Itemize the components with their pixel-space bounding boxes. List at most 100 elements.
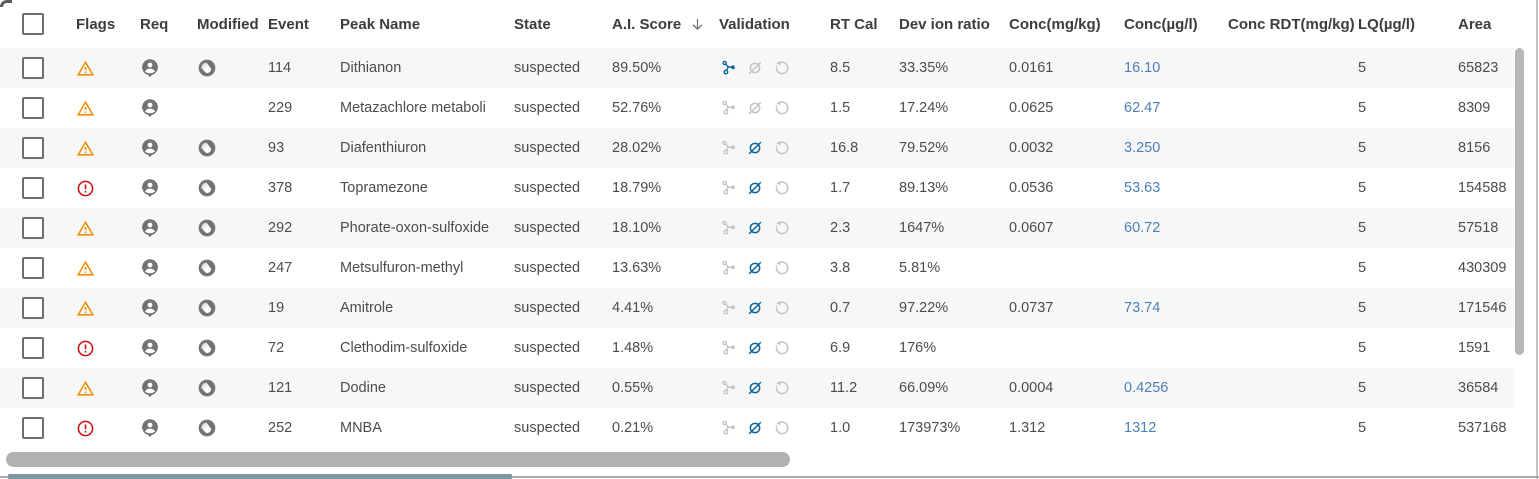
restore-icon[interactable] — [773, 419, 791, 437]
table-row: 247 Metsulfuron-methyl suspected 13.63% 3.8 5… — [0, 248, 1514, 288]
slash-circle-icon[interactable] — [746, 99, 764, 117]
validation-cell — [717, 368, 830, 408]
slash-circle-icon[interactable] — [746, 139, 764, 157]
slash-circle-icon[interactable] — [746, 259, 764, 277]
event-cell: 19 — [268, 288, 340, 328]
row-select-cell — [22, 128, 68, 168]
row-checkbox[interactable] — [22, 257, 44, 279]
conc-ugl-link[interactable]: 60.72 — [1124, 220, 1161, 236]
row-checkbox[interactable] — [22, 137, 44, 159]
restore-icon[interactable] — [773, 179, 791, 197]
restore-icon[interactable] — [773, 59, 791, 77]
row-checkbox[interactable] — [22, 377, 44, 399]
warning-triangle-icon — [76, 259, 95, 278]
restore-icon[interactable] — [773, 339, 791, 357]
row-checkbox[interactable] — [22, 57, 44, 79]
hand-icon — [197, 418, 217, 438]
slash-circle-icon[interactable] — [746, 299, 764, 317]
slash-circle-icon[interactable] — [746, 419, 764, 437]
molecule-icon[interactable] — [719, 59, 737, 77]
molecule-icon[interactable] — [719, 419, 737, 437]
sort-desc-arrow-icon[interactable] — [690, 17, 705, 32]
molecule-icon[interactable] — [719, 139, 737, 157]
horizontal-scrollbar-thumb[interactable] — [6, 452, 790, 467]
conc-ugl-link[interactable]: 1312 — [1124, 420, 1157, 436]
column-header-rt-cal[interactable]: RT Cal — [830, 0, 899, 48]
slash-circle-icon[interactable] — [746, 59, 764, 77]
restore-icon[interactable] — [773, 299, 791, 317]
state-value: suspected — [514, 300, 581, 316]
column-header-conc-rdt-mg-kg[interactable]: Conc RDT(mg/kg) — [1228, 0, 1355, 48]
slash-circle-icon[interactable] — [746, 219, 764, 237]
lq-ug-l-cell: 5 — [1355, 368, 1458, 408]
conc-ugl-link[interactable]: 73.74 — [1124, 300, 1161, 316]
modified-cell — [196, 408, 268, 448]
slash-circle-icon[interactable] — [746, 179, 764, 197]
restore-icon[interactable] — [773, 139, 791, 157]
event-value: 292 — [268, 220, 293, 236]
person-icon — [140, 178, 160, 198]
row-select-cell — [22, 248, 68, 288]
conc-ugl-link[interactable]: 3.250 — [1124, 140, 1161, 156]
event-cell: 292 — [268, 208, 340, 248]
peak-name-value: Metsulfuron-methyl — [340, 260, 464, 276]
state-value: suspected — [514, 140, 581, 156]
restore-icon[interactable] — [773, 259, 791, 277]
event-cell: 229 — [268, 88, 340, 128]
req-cell — [135, 48, 196, 88]
molecule-icon[interactable] — [719, 99, 737, 117]
slash-circle-icon[interactable] — [746, 339, 764, 357]
column-header-peak-name[interactable]: Peak Name — [340, 0, 514, 48]
restore-icon[interactable] — [773, 379, 791, 397]
hand-icon — [197, 298, 217, 318]
molecule-icon[interactable] — [719, 379, 737, 397]
row-checkbox[interactable] — [22, 417, 44, 439]
row-checkbox[interactable] — [22, 217, 44, 239]
column-header-event[interactable]: Event — [268, 0, 340, 48]
conc-ugl-link[interactable]: 0.4256 — [1124, 380, 1169, 396]
molecule-icon[interactable] — [719, 339, 737, 357]
event-cell: 121 — [268, 368, 340, 408]
flags-cell — [68, 168, 135, 208]
state-value: suspected — [514, 220, 581, 236]
column-header-validation[interactable]: Validation — [717, 0, 830, 48]
restore-icon[interactable] — [773, 219, 791, 237]
column-header-ai-score[interactable]: A.I. Score — [612, 0, 717, 48]
molecule-icon[interactable] — [719, 299, 737, 317]
event-value: 229 — [268, 100, 293, 116]
row-checkbox[interactable] — [22, 177, 44, 199]
area-value: 171546 — [1458, 300, 1507, 316]
table-row: 252 MNBA suspected 0.21% 1.0 173973% 1.312 1312… — [0, 408, 1514, 448]
row-checkbox[interactable] — [22, 297, 44, 319]
column-header-lq-ug-l[interactable]: LQ(µg/l) — [1355, 0, 1458, 48]
peak-name-cell: MNBA — [340, 408, 514, 448]
validation-cell — [717, 408, 830, 448]
conc-ugl-link[interactable]: 62.47 — [1124, 100, 1161, 116]
hand-icon — [197, 58, 217, 78]
column-header-conc-ug-l[interactable]: Conc(µg/l) — [1124, 0, 1228, 48]
conc-ugl-link[interactable]: 16.10 — [1124, 60, 1161, 76]
dev-ion-ratio-value: 97.22% — [899, 300, 949, 316]
vertical-scrollbar-thumb[interactable] — [1515, 48, 1524, 355]
restore-icon[interactable] — [773, 99, 791, 117]
slash-circle-icon[interactable] — [746, 379, 764, 397]
req-cell — [135, 208, 196, 248]
column-header-state[interactable]: State — [514, 0, 612, 48]
column-header-area[interactable]: Area — [1458, 0, 1510, 48]
conc-mg-kg-cell: 0.0004 — [1009, 368, 1124, 408]
molecule-icon[interactable] — [719, 219, 737, 237]
peak-name-value: MNBA — [340, 420, 382, 436]
select-all-checkbox[interactable] — [22, 13, 44, 35]
column-header-req[interactable]: Req — [135, 0, 196, 48]
conc-ugl-link[interactable]: 53.63 — [1124, 180, 1161, 196]
molecule-icon[interactable] — [719, 179, 737, 197]
column-header-modified[interactable]: Modified — [196, 0, 268, 48]
column-header-conc-mg-kg[interactable]: Conc(mg/kg) — [1009, 0, 1124, 48]
molecule-icon[interactable] — [719, 259, 737, 277]
row-checkbox[interactable] — [22, 97, 44, 119]
modified-cell — [196, 48, 268, 88]
column-header-dev-ion-ratio[interactable]: Dev ion ratio — [899, 0, 1009, 48]
row-checkbox[interactable] — [22, 337, 44, 359]
table-body: 114 Dithianon suspected 89.50% 8.5 33.35% 0.01… — [0, 48, 1514, 448]
column-header-flag[interactable]: Flags — [68, 0, 135, 48]
